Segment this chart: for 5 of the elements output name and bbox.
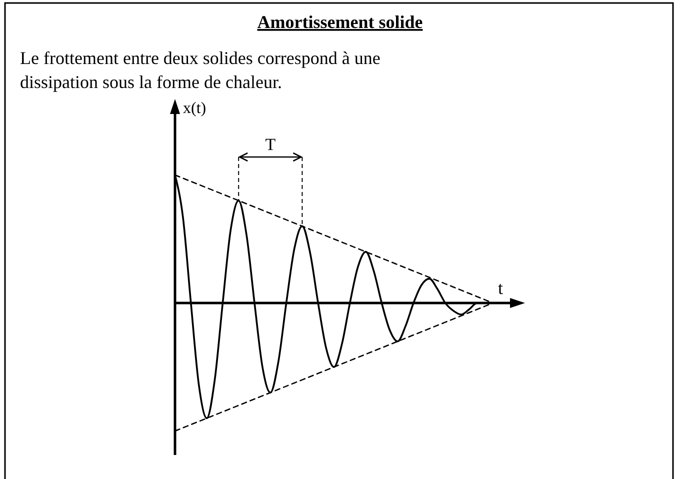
chart-title: Amortissement solide xyxy=(257,12,423,32)
chart-subtitle: Le frottement entre deux solides correspond à une dissipation sous la forme de chaleur. xyxy=(20,48,380,92)
y-axis-title: x(t) xyxy=(183,100,206,117)
x-axis-title: t xyxy=(498,278,504,298)
text: T xyxy=(265,135,276,154)
